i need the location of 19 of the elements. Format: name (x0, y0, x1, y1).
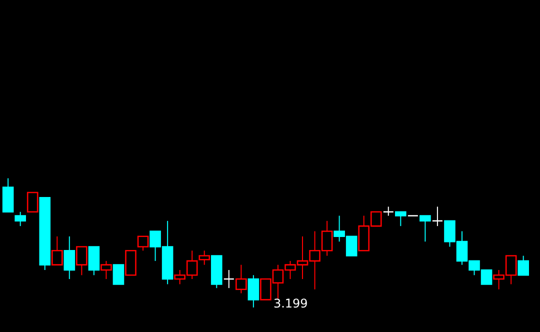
candlestick (76, 246, 88, 276)
candlestick (26, 192, 38, 213)
candlestick (51, 236, 63, 266)
candlestick (395, 211, 406, 227)
candlestick (248, 274, 260, 308)
candlestick (64, 236, 76, 280)
candlestick (432, 206, 444, 227)
annotation: 3.199 (273, 296, 308, 310)
candlestick (112, 264, 124, 285)
candlestick (236, 264, 247, 294)
candlestick (223, 269, 235, 289)
candlestick (14, 211, 26, 227)
candlestick (420, 215, 431, 242)
candlestick (137, 236, 149, 252)
candlestick (88, 246, 100, 276)
candlestick (100, 260, 112, 280)
candlestick (198, 250, 210, 266)
candlestick (518, 255, 529, 276)
candlestick (382, 206, 394, 216)
